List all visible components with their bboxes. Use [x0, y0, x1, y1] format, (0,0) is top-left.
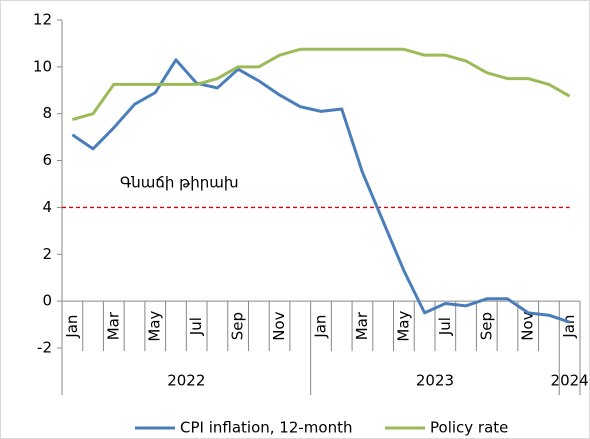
year-label: 2024: [551, 372, 589, 390]
x-tick-label: May: [146, 311, 164, 342]
legend-label: Policy rate: [430, 419, 508, 437]
x-tick-label: Sep: [477, 312, 495, 340]
series-line: [71, 47, 571, 122]
x-tick-label: Jan: [63, 315, 81, 339]
x-tick-label: May: [394, 311, 412, 342]
x-tick-label: Mar: [104, 311, 122, 340]
x-tick-label: Nov: [519, 311, 537, 340]
y-tick-label: 4: [42, 198, 52, 216]
y-tick-label: 8: [42, 104, 52, 122]
x-tick-label: Jan: [560, 315, 578, 339]
y-tick-label: 10: [33, 57, 52, 75]
y-tick-label: 12: [33, 11, 52, 29]
year-label: 2023: [416, 372, 454, 390]
y-tick-label: -2: [37, 339, 52, 357]
x-tick-label: Sep: [229, 312, 247, 340]
y-tick-label: 2: [42, 245, 52, 263]
series-line: [71, 58, 571, 324]
x-tick-label: Jul: [187, 317, 205, 336]
legend-label: CPI inflation, 12-month: [180, 419, 352, 437]
y-tick-label: 6: [42, 151, 52, 169]
year-label: 2022: [167, 372, 205, 390]
target-label: Գնաճի թիրախ: [120, 174, 239, 192]
x-tick-label: Mar: [353, 311, 371, 340]
y-tick-label: 0: [42, 292, 52, 310]
x-tick-label: Jul: [436, 317, 454, 336]
x-tick-label: Jan: [312, 315, 330, 339]
x-tick-label: Nov: [270, 311, 288, 340]
